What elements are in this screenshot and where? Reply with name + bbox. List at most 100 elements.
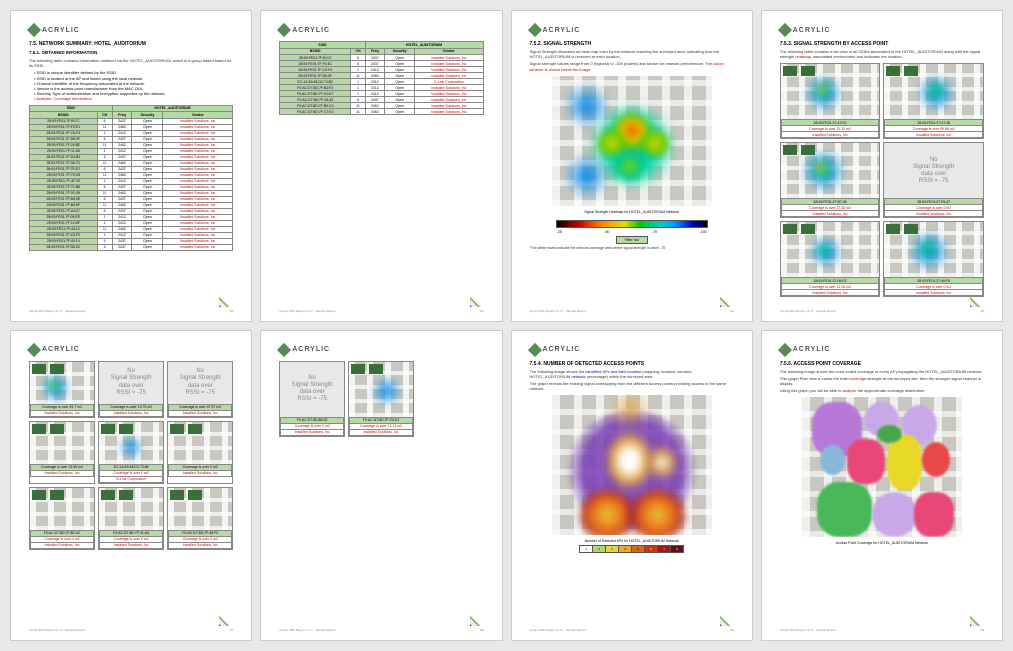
ap-cell: EC:1A:59:48:D2:73:86 Coverage is over 0 …	[98, 421, 164, 484]
legend-boxes: 12345678	[579, 545, 684, 553]
page-num: 84	[730, 309, 733, 313]
logo-text: ACRYLIC	[793, 27, 831, 34]
page-8: ACRYLIC 7.5.5. ACCESS POINT COVERAGE The…	[761, 330, 1003, 642]
ap-cell: 28:93:FE01:27:B7:45 Coverage is over 27.…	[780, 142, 881, 218]
logo: ACRYLIC	[279, 345, 483, 355]
th: Vendor	[163, 112, 233, 119]
sub-title: 7.5.1. OBTAINED INFORMATION	[29, 50, 233, 55]
th-network: HOTEL_AUDITORIUM	[365, 42, 483, 49]
logo-text: ACRYLIC	[543, 346, 581, 353]
ap-vendor: Installed Solutions, Inc	[885, 132, 983, 138]
logo-text: ACRYLIC	[42, 346, 80, 353]
heatmap-ap-count	[552, 395, 712, 535]
ap-cell: NoSignal Strengthdata overRSSI = -75 28:…	[883, 142, 984, 218]
ap-vendor: Installed Solutions, Inc	[100, 542, 163, 548]
ap-vendor: Installed Solutions, Inc	[100, 410, 163, 416]
footer: Acrylic WiFi Report v1.77 · Sample Repor…	[279, 309, 483, 313]
page-num: 87	[230, 628, 233, 632]
page-num: 89	[730, 628, 733, 632]
logo-icon	[277, 23, 291, 37]
logo: ACRYLIC	[780, 25, 984, 35]
heatmap-signal-strength	[552, 76, 712, 206]
th: Freq	[365, 48, 384, 55]
ap-cell: 28:93:FE01:27:46:F6 Coverage is over 0 m…	[883, 221, 984, 297]
legend-box: 4	[619, 546, 632, 552]
bullet-red: • Analysis: Coverage Information.	[34, 96, 233, 101]
ap-vendor: Installed Solutions, Inc	[169, 410, 232, 416]
logo-text: ACRYLIC	[42, 27, 80, 34]
body-text: Signal strength values range from 0 (hig…	[530, 61, 734, 71]
corner-decoration	[720, 596, 750, 626]
logo: ACRYLIC	[29, 345, 233, 355]
heatmap-caption: Number of Detected APs for HOTEL_AUDITOR…	[530, 539, 734, 543]
footer: Acrylic WiFi Report v1.77 · Sample Repor…	[29, 309, 233, 313]
logo: ACRYLIC	[530, 25, 734, 35]
footer: Acrylic WiFi Report v1.77 · Sample Repor…	[780, 309, 984, 313]
table-row: F0:AC:D7:8D:7F:C7:E2112462OpenInstalled …	[280, 109, 483, 115]
note: *The white marks indicate the network co…	[530, 246, 734, 251]
th: Security	[385, 48, 415, 55]
ap-image	[781, 143, 880, 198]
logo-text: ACRYLIC	[543, 27, 581, 34]
ap-vendor: Installed Solutions, Inc	[31, 470, 94, 476]
ap-image	[30, 488, 94, 530]
body-text: Using this graph you will be able to ana…	[780, 388, 984, 393]
ap-grid: Coverage is over 29.7 m2 Installed Solut…	[29, 361, 233, 550]
footer-text: Acrylic WiFi Report v1.77 · Sample Repor…	[530, 309, 586, 313]
ap-image	[99, 488, 163, 530]
legend-box: 8	[671, 546, 683, 552]
page-num: 85	[981, 309, 984, 313]
body-text: The following table contains a list view…	[780, 49, 984, 59]
corner-decoration	[970, 277, 1000, 307]
table-row: 28:93:FE01:7F:0A:0C62437OpenInstalled So…	[30, 244, 233, 250]
page-num: 90	[981, 628, 984, 632]
body-text: The graph reveals the existing signal ov…	[530, 381, 734, 391]
ap-image	[781, 64, 880, 119]
th: Vendor	[415, 48, 483, 55]
logo: ACRYLIC	[29, 25, 233, 35]
body-text: The following image shows the identified…	[530, 369, 734, 379]
footer: Acrylic WiFi Report v1.77 · Sample Repor…	[29, 628, 233, 632]
legend-box: 6	[645, 546, 658, 552]
corner-decoration	[470, 277, 500, 307]
logo-icon	[27, 23, 41, 37]
logo-icon	[778, 23, 792, 37]
ap-cell: Coverage is over 23.55 m2 Installed Solu…	[29, 421, 95, 484]
logo-icon	[27, 342, 41, 356]
th: Freq	[112, 112, 132, 119]
ap-image	[30, 422, 94, 464]
legend-labels: -25-50-75-100	[557, 230, 707, 234]
ap-grid: 28:93:FE01:27:47:E2 Coverage is over 31.…	[780, 63, 984, 297]
ap-image: NoSignal Strengthdata overRSSI = -75	[99, 362, 163, 404]
page-num: 88	[480, 628, 483, 632]
ap-image: NoSignal Strengthdata overRSSI = -75	[280, 362, 344, 417]
section-title: 7.5.2. SIGNAL STRENGTH	[530, 41, 734, 47]
page-grid: ACRYLIC 7.5. NETWORK SUMMARY: HOTEL_AUDI…	[10, 10, 1003, 641]
ap-cell: 28:93:FE01:27:47:E2 Coverage is over 31.…	[780, 63, 881, 139]
logo-text: ACRYLIC	[292, 27, 330, 34]
legend-filter: Filter: ssi	[616, 236, 648, 244]
corner-decoration	[720, 277, 750, 307]
body-text: Signal Strength simulates an heat map co…	[530, 49, 734, 59]
page-1: ACRYLIC 7.5. NETWORK SUMMARY: HOTEL_AUDI…	[10, 10, 252, 322]
ap-cell: F0:AC:D7:8D:7F:48:F0 Coverage is over 4 …	[167, 487, 233, 550]
ap-cell: Coverage is over 29.7 m2 Installed Solut…	[29, 361, 95, 418]
ap-image	[168, 422, 232, 464]
th: Security	[132, 112, 163, 119]
page-5: ACRYLIC Coverage is over 29.7 m2 Install…	[10, 330, 252, 642]
logo-icon	[277, 342, 291, 356]
section-title: 7.5.4. NUMBER OF DETECTED ACCESS POINTS	[530, 361, 734, 367]
ap-vendor: Installed Solutions, Inc	[781, 290, 879, 296]
ap-vendor: Installed Solutions, Inc	[885, 211, 983, 217]
ap-vendor: Installed Solutions, Inc	[31, 410, 94, 416]
logo-icon	[778, 342, 792, 356]
page-3: ACRYLIC 7.5.2. SIGNAL STRENGTH Signal St…	[511, 10, 753, 322]
ap-vendor: Installed Solutions, Inc	[885, 290, 983, 296]
th-network: HOTEL_AUDITORIUM	[112, 105, 233, 112]
corner-decoration	[219, 277, 249, 307]
ap-cell: 28:93:FE01:27:09:E2 Coverage is over 12.…	[780, 221, 881, 297]
ap-image	[884, 222, 983, 277]
footer: Acrylic WiFi Report v1.77 · Sample Repor…	[279, 628, 483, 632]
ap-image	[781, 222, 880, 277]
logo-icon	[527, 23, 541, 37]
